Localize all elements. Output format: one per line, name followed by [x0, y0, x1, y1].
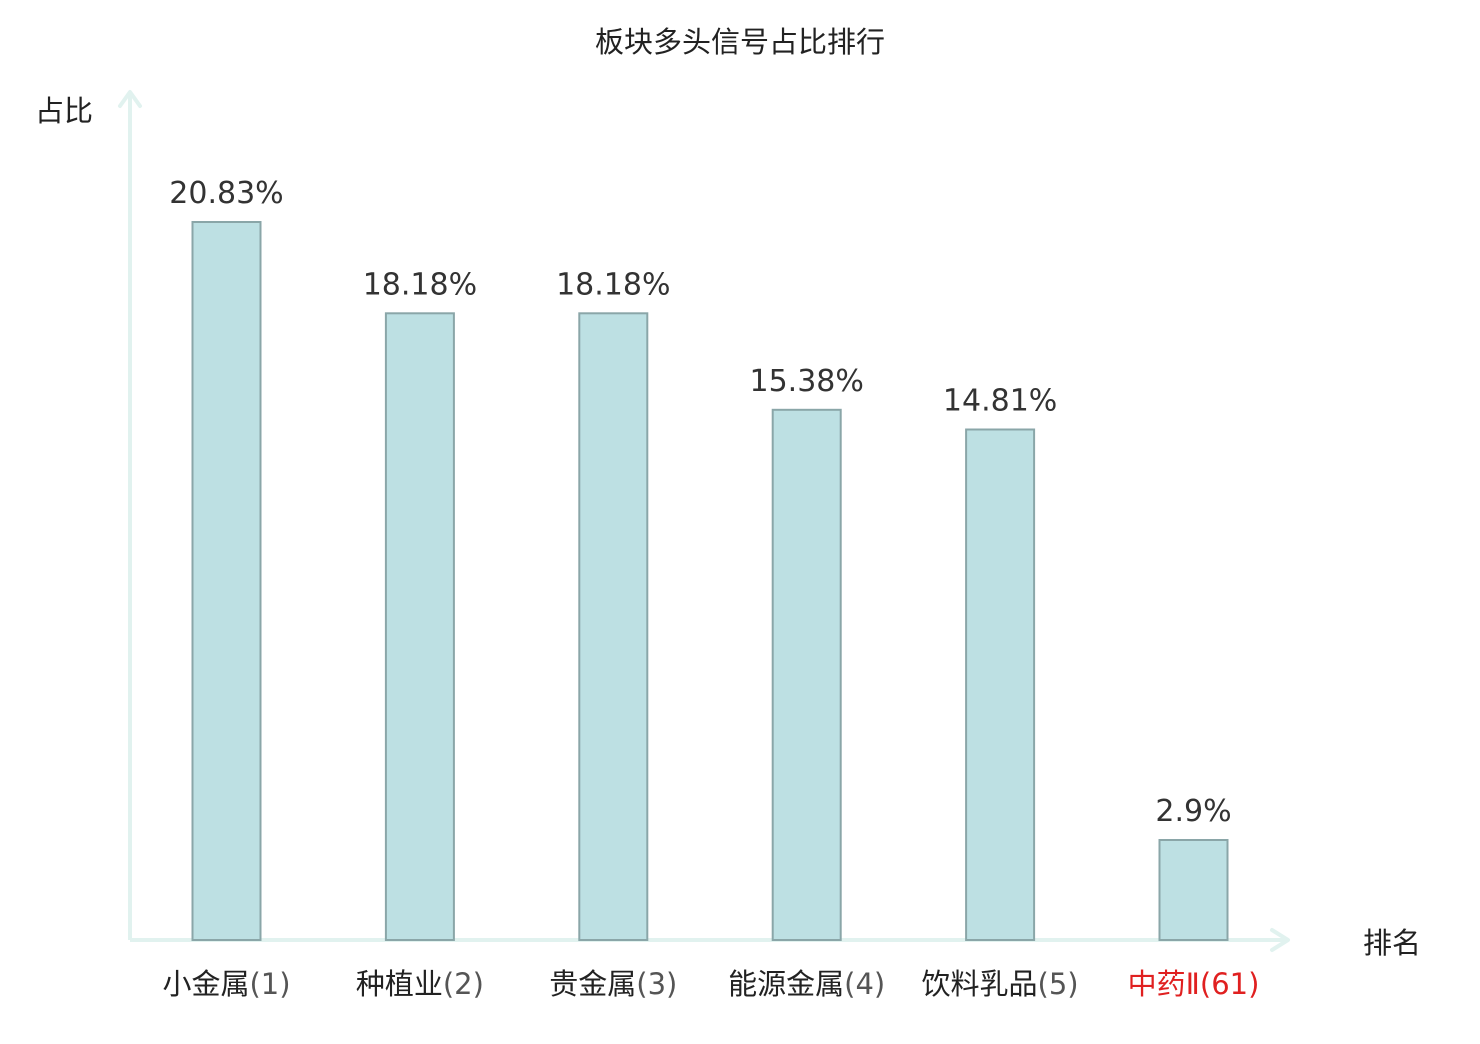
chart-title: 板块多头信号占比排行 — [595, 25, 885, 59]
category-name: 贵金属 — [549, 967, 636, 1001]
bar — [384, 312, 455, 941]
x-axis-label: 排名 — [1363, 926, 1421, 960]
x-tick-label: 中药Ⅱ(61) — [1128, 967, 1260, 1001]
bar-value-label: 20.83% — [169, 176, 283, 211]
bar-value-label: 18.18% — [556, 267, 670, 302]
category-name: 小金属 — [162, 967, 249, 1001]
x-tick-label: 贵金属(3) — [549, 967, 677, 1001]
x-axis-arrow-icon — [1270, 928, 1290, 952]
x-tick-label: 种植业(2) — [356, 967, 484, 1001]
bar — [771, 408, 842, 941]
x-tick-label: 能源金属(4) — [728, 967, 885, 1001]
category-rank: (61) — [1200, 967, 1260, 1001]
bars-group — [191, 221, 1229, 941]
category-rank: (3) — [636, 967, 677, 1001]
x-tick-label: 小金属(1) — [162, 967, 290, 1001]
bar — [1158, 839, 1229, 941]
category-name: 中药Ⅱ — [1128, 967, 1200, 1001]
bar-value-label: 15.38% — [750, 364, 864, 399]
value-labels-group: 20.83% 18.18% 18.18% 15.38% 14.81% 2.9% — [169, 176, 1231, 829]
category-rank: (2) — [443, 967, 484, 1001]
bar-value-label: 18.18% — [363, 267, 477, 302]
category-labels-group: 小金属(1) 种植业(2) 贵金属(3) 能源金属(4) 饮料乳品(5) 中药Ⅱ(61) — [162, 967, 1259, 1001]
bar — [578, 312, 649, 941]
bar — [965, 428, 1036, 941]
axes — [118, 90, 1290, 952]
category-rank: (4) — [844, 967, 885, 1001]
category-rank: (5) — [1038, 967, 1079, 1001]
bar — [191, 221, 262, 941]
category-name: 种植业 — [356, 967, 443, 1001]
category-rank: (1) — [249, 967, 290, 1001]
bar-value-label: 14.81% — [943, 384, 1057, 419]
y-axis-arrow-icon — [118, 90, 142, 108]
y-axis-label: 占比 — [35, 94, 93, 128]
x-tick-label: 饮料乳品(5) — [922, 967, 1079, 1001]
bar-value-label: 2.9% — [1155, 794, 1231, 829]
category-name: 能源金属 — [728, 967, 844, 1001]
category-name: 饮料乳品 — [922, 967, 1038, 1001]
